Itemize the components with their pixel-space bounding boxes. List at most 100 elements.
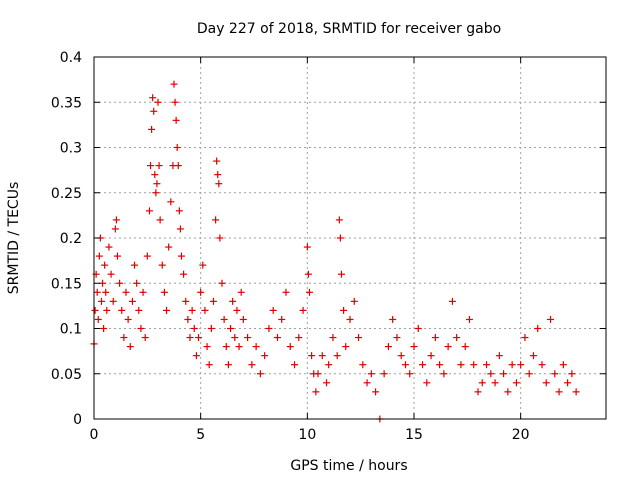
data-point bbox=[444, 343, 452, 351]
data-point bbox=[227, 325, 235, 332]
data-point bbox=[199, 261, 207, 269]
data-point bbox=[131, 261, 139, 269]
data-point bbox=[337, 270, 345, 278]
data-point bbox=[170, 80, 178, 88]
y-tick-label: 0.2 bbox=[60, 231, 82, 247]
data-point bbox=[500, 370, 508, 378]
data-point bbox=[256, 370, 264, 378]
data-point bbox=[205, 361, 213, 369]
data-point bbox=[401, 361, 409, 369]
axis-ticks: 0 5 10 15 20 0 0.05 0.1 0.15 0.2 0.25 0.3 0.35 0.4 bbox=[51, 50, 606, 443]
data-point bbox=[491, 379, 499, 387]
data-point bbox=[116, 279, 124, 287]
data-point bbox=[91, 306, 99, 314]
data-point bbox=[107, 270, 115, 278]
data-point bbox=[461, 343, 469, 351]
data-point bbox=[329, 334, 337, 342]
data-point bbox=[158, 261, 166, 269]
data-point bbox=[135, 306, 143, 314]
data-point bbox=[94, 315, 102, 323]
y-tick-label: 0 bbox=[73, 412, 82, 428]
data-point bbox=[521, 334, 529, 342]
data-point bbox=[155, 162, 163, 170]
data-point bbox=[203, 343, 211, 351]
data-point bbox=[153, 180, 161, 188]
y-tick-label: 0.35 bbox=[51, 95, 82, 111]
data-point bbox=[252, 343, 260, 351]
data-point bbox=[128, 297, 136, 305]
data-point bbox=[175, 207, 183, 215]
data-point bbox=[286, 343, 294, 351]
data-point bbox=[453, 334, 461, 342]
data-point bbox=[308, 352, 316, 360]
data-point bbox=[512, 379, 520, 387]
data-point bbox=[487, 370, 495, 378]
data-point bbox=[478, 379, 486, 387]
data-point bbox=[95, 252, 103, 260]
data-point bbox=[180, 270, 188, 278]
data-point bbox=[214, 171, 222, 179]
data-point bbox=[118, 306, 126, 314]
data-point bbox=[448, 297, 456, 305]
data-point bbox=[269, 306, 277, 314]
data-point bbox=[111, 225, 119, 233]
data-point bbox=[295, 334, 303, 342]
x-tick-label: 5 bbox=[196, 427, 205, 443]
data-point bbox=[517, 361, 525, 369]
data-point bbox=[167, 198, 175, 206]
y-tick-label: 0.1 bbox=[60, 322, 82, 338]
data-point bbox=[103, 306, 111, 314]
data-point bbox=[333, 352, 341, 360]
y-tick-label: 0.4 bbox=[60, 50, 82, 66]
grid bbox=[94, 57, 606, 419]
data-point bbox=[154, 98, 162, 106]
data-point bbox=[555, 388, 563, 396]
data-point bbox=[147, 162, 155, 170]
data-point bbox=[410, 343, 418, 351]
data-point bbox=[350, 297, 358, 305]
data-point bbox=[534, 325, 542, 332]
data-point bbox=[465, 315, 473, 323]
data-point bbox=[122, 288, 130, 296]
data-point bbox=[303, 243, 311, 251]
data-point bbox=[299, 306, 307, 314]
data-point bbox=[171, 98, 179, 106]
data-point bbox=[273, 334, 281, 342]
data-point bbox=[359, 361, 367, 369]
data-point bbox=[568, 370, 576, 378]
data-point bbox=[235, 343, 243, 351]
data-point bbox=[177, 252, 185, 260]
data-point bbox=[197, 288, 205, 296]
data-point bbox=[113, 252, 121, 260]
x-tick-label: 15 bbox=[405, 427, 423, 443]
data-point bbox=[278, 315, 286, 323]
data-point bbox=[184, 315, 192, 323]
data-point bbox=[231, 334, 239, 342]
data-point bbox=[105, 243, 113, 251]
data-point bbox=[149, 94, 157, 102]
data-point bbox=[188, 306, 196, 314]
data-point bbox=[222, 343, 230, 351]
data-point bbox=[176, 225, 184, 233]
y-tick-label: 0.05 bbox=[51, 367, 82, 383]
data-point bbox=[233, 306, 241, 314]
data-point bbox=[314, 370, 322, 378]
data-point bbox=[218, 279, 226, 287]
data-point bbox=[97, 297, 105, 305]
data-point bbox=[440, 370, 448, 378]
data-point bbox=[423, 379, 431, 387]
data-point bbox=[163, 306, 171, 314]
data-point bbox=[470, 361, 478, 369]
data-point bbox=[239, 315, 247, 323]
data-point bbox=[237, 288, 245, 296]
data-point bbox=[282, 288, 290, 296]
data-point bbox=[172, 116, 180, 124]
data-point bbox=[192, 352, 200, 360]
data-point bbox=[525, 370, 533, 378]
data-point bbox=[133, 279, 141, 287]
data-point bbox=[312, 388, 320, 396]
data-point bbox=[495, 352, 503, 360]
data-point bbox=[182, 297, 190, 305]
data-point bbox=[318, 352, 326, 360]
